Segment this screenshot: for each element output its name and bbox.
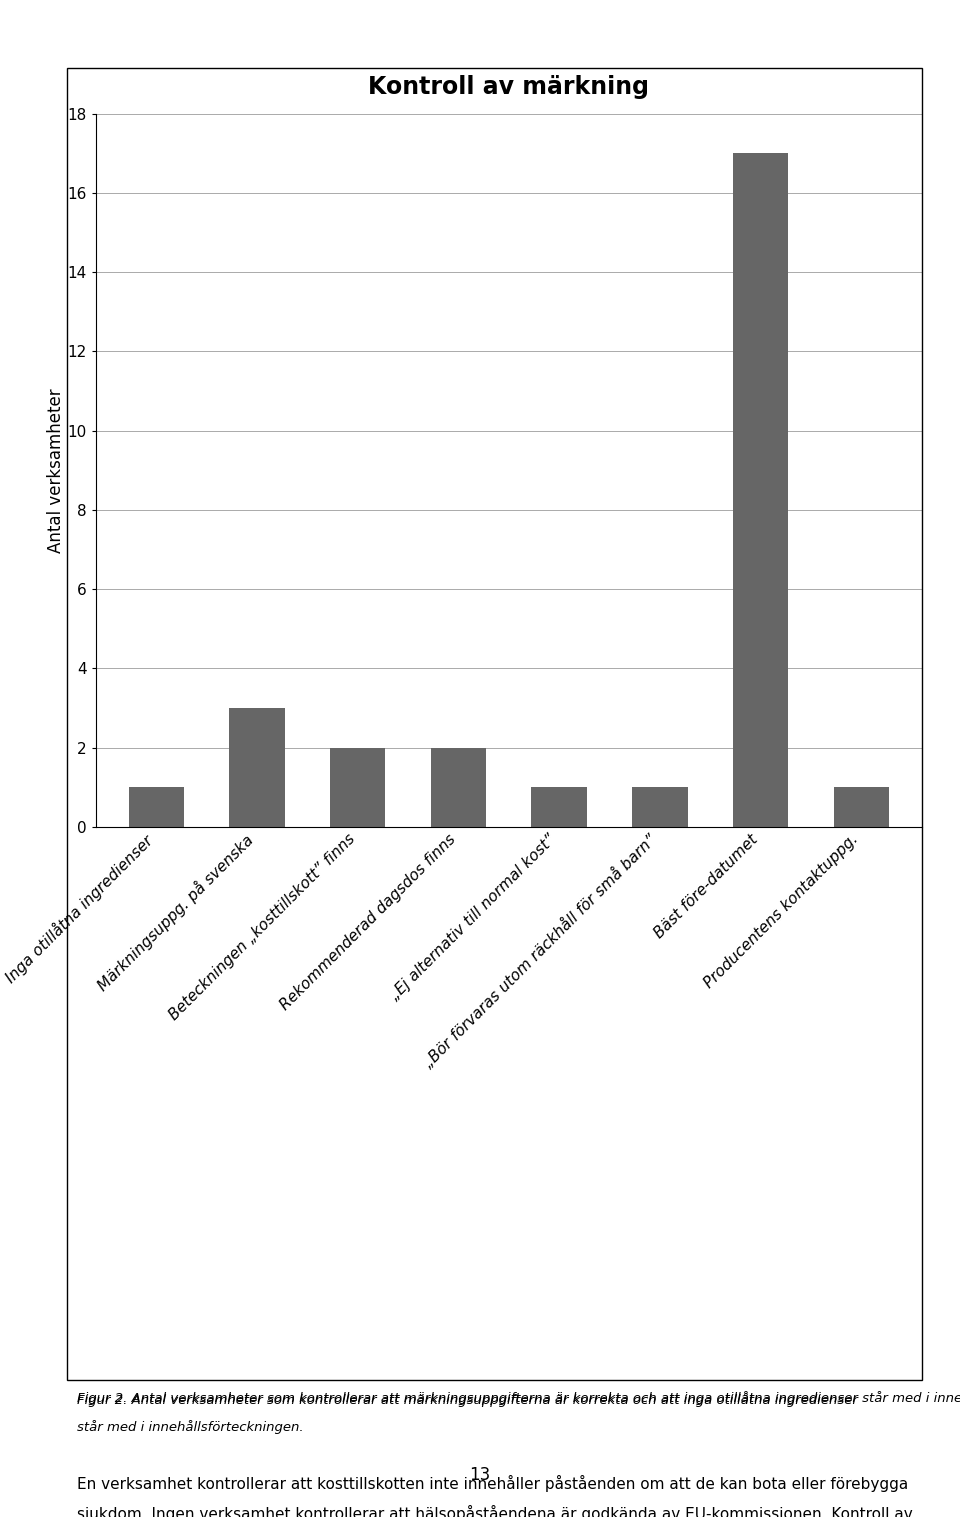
Title: Kontroll av märkning: Kontroll av märkning [369, 76, 649, 99]
Bar [632, 787, 687, 827]
Text: står med i innehållsförteckningen.: står med i innehållsförteckningen. [77, 1420, 303, 1434]
Text: Figur 2. Antal verksamheter som kontrollerar att märkningsuppgifterna är korrekt: Figur 2. Antal verksamheter som kontroll… [77, 1393, 857, 1406]
Bar [129, 787, 184, 827]
Text: sjukdom. Ingen verksamhet kontrollerar att hälsopåståendena är godkända av EU-ko: sjukdom. Ingen verksamhet kontrollerar a… [77, 1505, 913, 1517]
Text: Figur 2. Antal verksamheter som kontrollerar att märkningsuppgifterna är korrekt: Figur 2. Antal verksamheter som kontroll… [77, 1391, 960, 1405]
Bar [330, 748, 386, 827]
Text: 13: 13 [469, 1465, 491, 1484]
Bar [532, 787, 587, 827]
Text: En verksamhet kontrollerar att kosttillskotten inte innehåller påståenden om att: En verksamhet kontrollerar att kosttills… [77, 1475, 908, 1491]
Bar [732, 153, 788, 827]
Y-axis label: Antal verksamheter: Antal verksamheter [47, 388, 65, 552]
Bar [431, 748, 486, 827]
Bar [833, 787, 889, 827]
Bar [229, 708, 285, 827]
